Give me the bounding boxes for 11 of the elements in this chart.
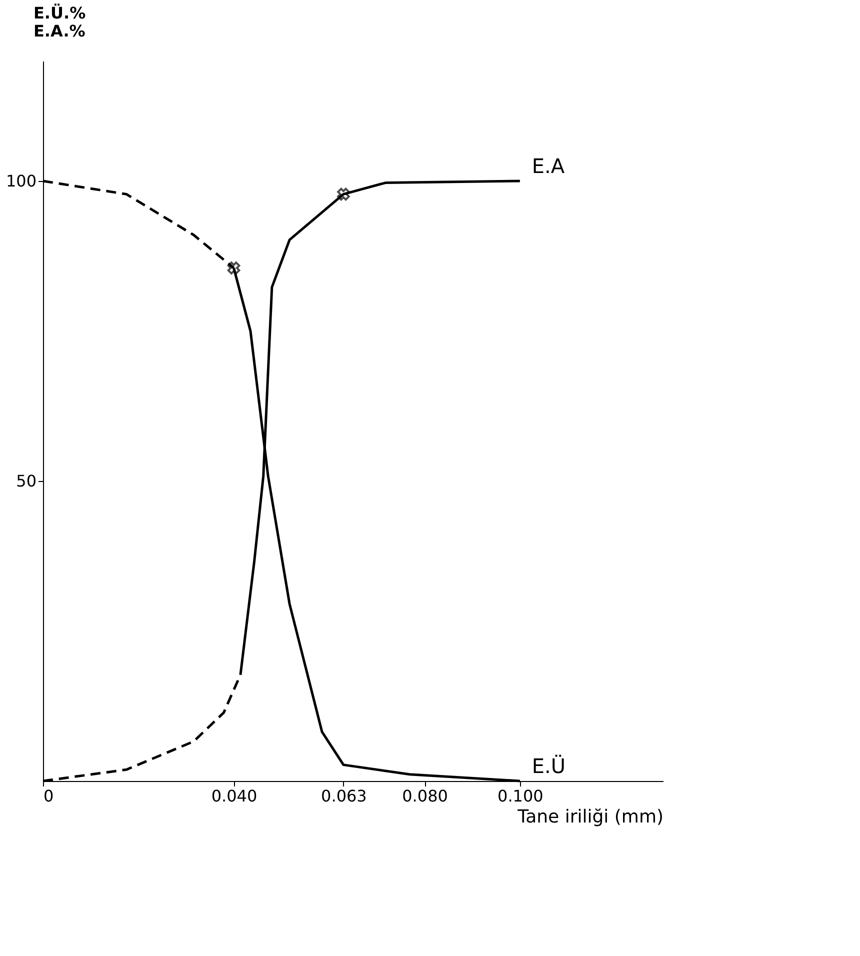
x-tick-label: 0.080	[402, 786, 448, 806]
y-tick-label: 100	[6, 172, 36, 190]
x-tick-label: 0.040	[211, 786, 258, 806]
y-axis-title: E.Ü.% E.A.%	[34, 4, 86, 40]
x-tick-label: 0.063	[321, 786, 367, 806]
x-tick-label: 0.100	[498, 786, 544, 806]
series-label: E.Ü	[532, 754, 566, 778]
x-tick-label: 0	[44, 786, 54, 806]
series-label: E.A	[532, 154, 565, 178]
y-tick-label: 50	[16, 472, 36, 490]
x-axis-title: Tane iriliği (mm)	[516, 806, 664, 828]
